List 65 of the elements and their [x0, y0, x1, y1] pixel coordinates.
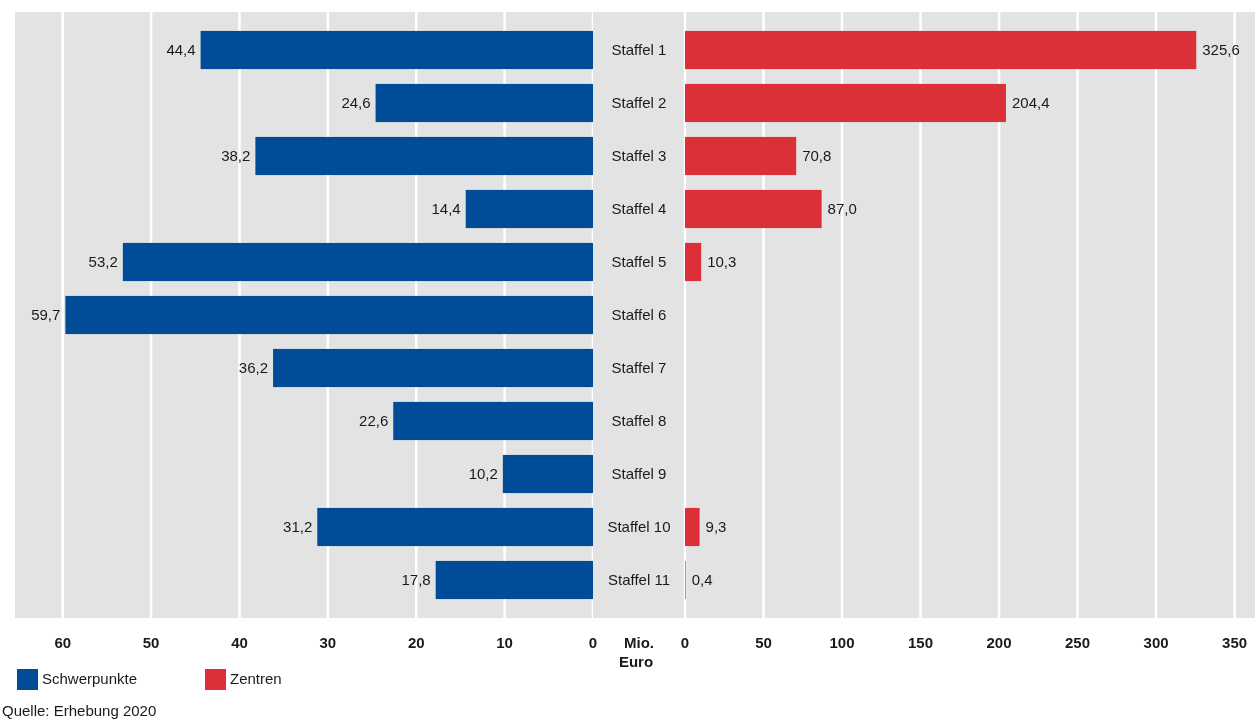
x-tick-label: 0 [588, 634, 598, 651]
data-label: 24,6 [341, 94, 371, 112]
x-tick-label: 10 [496, 634, 513, 651]
y-tick-label: Staffel 10 [607, 518, 671, 536]
data-label: 70,8 [802, 147, 832, 165]
bar [317, 507, 593, 547]
x-tick-label: 200 [986, 634, 1012, 651]
x-tick-label: 300 [1143, 634, 1169, 651]
x-tick-label: 30 [319, 634, 337, 651]
bar [685, 30, 1197, 70]
y-tick-label: Staffel 5 [611, 253, 667, 271]
x-tick-label: 60 [54, 634, 72, 651]
y-tick-label: Staffel 2 [611, 94, 667, 112]
data-label: 36,2 [238, 359, 269, 377]
data-label: 31,2 [283, 518, 313, 536]
source-note: Quelle: Erhebung 2020 [2, 702, 157, 719]
data-label: 87,0 [827, 200, 857, 218]
legend-label: Zentren [230, 670, 282, 687]
data-label: 10,3 [707, 253, 737, 271]
y-tick-label: Staffel 1 [611, 41, 667, 59]
bar [685, 189, 822, 229]
x-tick-label: 350 [1222, 634, 1248, 651]
x-tick-label: 0 [680, 634, 690, 651]
y-tick-label: Staffel 8 [611, 412, 667, 430]
y-tick-label: Staffel 9 [611, 465, 667, 483]
x-tick-label: 50 [755, 634, 772, 651]
data-label: 53,2 [88, 253, 118, 271]
bar [685, 507, 700, 547]
data-label: 14,4 [431, 200, 461, 218]
bar [65, 295, 593, 335]
bar [255, 136, 593, 176]
x-tick-label: 20 [407, 634, 425, 651]
x-tick-label: 150 [908, 634, 934, 651]
y-tick-label: Staffel 3 [611, 147, 667, 165]
data-label: 325,6 [1202, 41, 1240, 59]
x-axis-title: Mio. Euro [618, 634, 654, 670]
data-label: 22,6 [359, 412, 389, 430]
x-tick-label: 250 [1065, 634, 1091, 651]
legend-label: Schwerpunkte [42, 670, 138, 687]
bar [273, 348, 593, 388]
bar [122, 242, 593, 282]
bar [465, 189, 593, 229]
bar [200, 30, 593, 70]
data-label: 59,7 [31, 306, 61, 324]
bar [435, 560, 593, 600]
y-tick-label: Staffel 6 [611, 306, 667, 324]
bar [685, 83, 1006, 123]
bar [375, 83, 593, 123]
data-label: 9,3 [705, 518, 727, 536]
y-tick-label: Staffel 4 [611, 200, 667, 218]
bar [685, 136, 797, 176]
x-tick-label: 50 [142, 634, 160, 651]
x-tick-label: 100 [829, 634, 855, 651]
data-label: 0,4 [691, 571, 713, 589]
y-tick-label: Staffel 7 [611, 359, 667, 377]
bar [393, 401, 593, 441]
data-label: 38,2 [221, 147, 251, 165]
bar [685, 242, 702, 282]
x-tick-label: 40 [231, 634, 248, 651]
data-label: 204,4 [1011, 94, 1050, 112]
data-label: 44,4 [166, 41, 196, 59]
data-label: 17,8 [401, 571, 431, 589]
bar [502, 454, 593, 494]
data-label: 10,2 [468, 465, 498, 483]
y-tick-label: Staffel 11 [608, 571, 670, 589]
